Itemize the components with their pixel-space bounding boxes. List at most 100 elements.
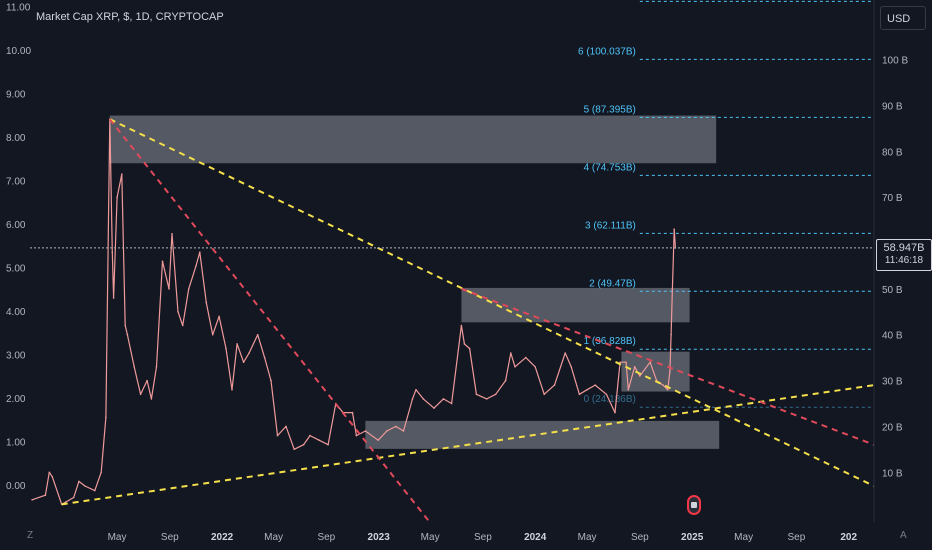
series-point-79 (564, 352, 566, 354)
current-price-value: 58.947B (883, 241, 925, 254)
series-point-58 (395, 425, 397, 428)
series-point-20 (133, 366, 135, 368)
left-axis-tick-4: 4.00 (6, 307, 26, 318)
trendline-layer (61, 118, 875, 524)
series-point-84 (605, 393, 608, 396)
series-point-43 (270, 379, 272, 382)
zone-box-3 (365, 420, 720, 449)
x-axis-tick-8: Sep (474, 532, 492, 543)
series-point-82 (586, 388, 588, 391)
series-point-44 (276, 434, 279, 437)
series-point-81 (578, 393, 581, 396)
series-point-17 (121, 173, 123, 175)
series-point-25 (161, 260, 164, 263)
series-point-72 (504, 379, 507, 382)
series-point-86 (619, 361, 621, 364)
left-axis-tick-6: 6.00 (6, 220, 26, 231)
x-axis-tick-11: Sep (631, 532, 649, 543)
series-point-65 (450, 402, 453, 405)
fib-level-label-4: 2 (49.47B) (589, 278, 636, 289)
series-point-32 (199, 251, 201, 253)
series-point-40 (248, 352, 250, 354)
series-point-62 (422, 398, 425, 400)
series-point-73 (510, 352, 512, 354)
series-point-54 (355, 434, 358, 437)
series-point-59 (402, 430, 405, 432)
x-axis-tick-1: May (108, 532, 127, 543)
series-point-11 (100, 471, 102, 474)
series-point-56 (377, 439, 380, 442)
right-axis-tick-6: 70 B (882, 193, 903, 204)
series-point-77 (543, 393, 545, 396)
series-point-8 (78, 480, 80, 483)
x-axis[interactable]: May Sep 2022 May Sep 2023 May Sep 2024 May Sep 2025… (108, 532, 858, 543)
series-point-55 (364, 430, 367, 432)
right-axis-tick-9: 100 B (882, 56, 908, 67)
series-point-60 (411, 398, 414, 400)
bar-countdown: 11:46:18 (884, 254, 924, 266)
right-axis-tick-3: 40 B (882, 331, 903, 342)
trendline-4 (461, 287, 875, 446)
series-point-6 (64, 501, 67, 503)
x-axis-tick-5: Sep (317, 532, 335, 543)
x-axis-tick-14: Sep (787, 532, 805, 543)
series-point-63 (433, 407, 435, 409)
series-point-89 (633, 366, 636, 368)
series-point-31 (195, 265, 197, 267)
chart-title: Market Cap XRP, $, 1D, CRYPTOCAP (36, 11, 224, 23)
current-price-tag: 58.947B 11:46:18 (876, 238, 932, 271)
series-point-4 (51, 476, 54, 478)
us-flag-event-icon[interactable] (687, 495, 701, 515)
auto-scale-toggle[interactable]: A (900, 530, 907, 541)
series-point-36 (225, 347, 227, 350)
series-point-2 (44, 494, 47, 497)
left-axis-tick-2: 2.00 (6, 394, 26, 405)
series-point-94 (666, 388, 669, 391)
series-point-29 (181, 324, 184, 327)
x-axis-tick-15: 202 (840, 532, 857, 543)
right-axis-tick-7: 80 B (882, 147, 903, 158)
x-axis-tick-9: 2024 (524, 532, 547, 543)
right-axis-tick-2: 30 B (882, 377, 903, 388)
series-point-27 (171, 233, 173, 235)
series-point-67 (463, 343, 466, 345)
series-layer (31, 118, 677, 506)
left-axis: 0.00 1.00 2.00 3.00 4.00 5.00 6.00 7.00 8.00 9.00… (6, 3, 31, 492)
series-point-90 (639, 375, 641, 377)
series-point-49 (318, 439, 320, 442)
series-point-74 (514, 366, 516, 368)
x-axis-tick-13: May (734, 532, 753, 543)
timezone-corner-label: Z (27, 530, 34, 541)
series-point-38 (236, 343, 238, 345)
right-axis-tick-8: 90 B (882, 101, 903, 112)
series-point-28 (177, 311, 179, 313)
series-point-47 (302, 443, 305, 446)
series-point-42 (263, 356, 266, 359)
currency-button[interactable]: USD (880, 6, 926, 30)
series-point-85 (614, 411, 616, 414)
series-point-70 (485, 398, 488, 400)
right-axis-tick-1: 20 B (882, 422, 903, 433)
left-axis-tick-0: 0.00 (6, 481, 26, 492)
trendline-2 (61, 384, 875, 506)
series-point-57 (386, 430, 388, 432)
right-axis-tick-4: 50 B (882, 285, 903, 296)
series-point-39 (242, 361, 245, 364)
series-point-21 (139, 393, 142, 396)
series-point-7 (72, 496, 75, 499)
series-point-69 (475, 393, 478, 396)
series-point-97 (671, 288, 674, 290)
series-point-71 (494, 393, 497, 396)
fib-level-label-6: 0 (24.186B) (584, 394, 636, 405)
series-point-53 (351, 411, 354, 414)
series-point-48 (309, 434, 311, 437)
fib-level-layer: 6 (100.037B) 5 (87.395B) 4 (74.753B) 3 (62.… (578, 0, 874, 408)
series-point-45 (285, 425, 287, 428)
series-point-46 (293, 448, 296, 451)
series-point-68 (468, 347, 471, 350)
x-axis-tick-6: 2023 (368, 532, 391, 543)
left-axis-tick-5: 5.00 (6, 264, 26, 275)
left-axis-tick-7: 7.00 (6, 177, 26, 188)
fib-level-label-5: 1 (36.828B) (584, 336, 636, 347)
